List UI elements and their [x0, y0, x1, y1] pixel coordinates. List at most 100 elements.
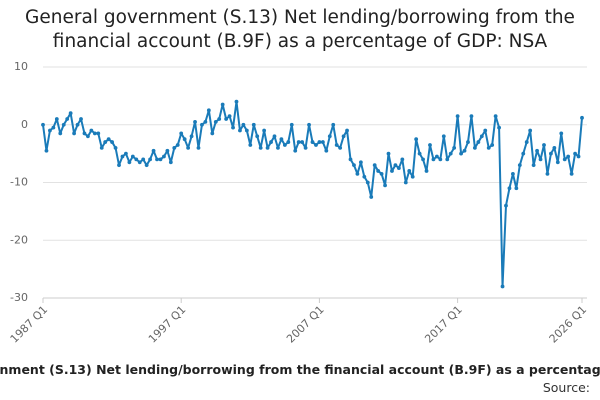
data-point — [168, 160, 173, 165]
data-point — [234, 99, 239, 104]
data-point — [203, 119, 208, 124]
data-point — [352, 163, 356, 168]
data-point — [462, 148, 467, 153]
data-point — [48, 128, 52, 133]
data-point — [89, 128, 94, 133]
data-point — [393, 163, 398, 168]
data-point — [210, 131, 215, 136]
data-point — [286, 140, 291, 144]
data-point — [576, 154, 581, 159]
data-point — [535, 148, 539, 153]
data-point — [193, 119, 197, 124]
data-point — [137, 160, 142, 165]
data-point — [155, 157, 159, 162]
data-point — [521, 151, 526, 156]
y-tick-label: 10 — [14, 60, 28, 73]
data-point — [231, 125, 235, 130]
data-point — [220, 102, 225, 107]
data-point — [103, 140, 108, 144]
data-point — [258, 145, 263, 150]
data-point — [542, 143, 546, 147]
data-point — [317, 140, 322, 144]
data-point — [455, 114, 460, 118]
data-point — [452, 145, 457, 150]
data-point — [472, 145, 477, 150]
data-point — [300, 140, 305, 144]
data-point — [362, 174, 367, 179]
x-tick-label: 2026 Q1 — [547, 303, 590, 346]
data-point — [175, 143, 180, 147]
data-point — [162, 154, 166, 159]
data-point — [383, 183, 387, 188]
data-point — [182, 137, 187, 142]
data-point — [414, 137, 419, 142]
data-point — [82, 131, 87, 136]
data-point — [65, 117, 70, 121]
data-point — [117, 163, 121, 168]
data-point — [151, 148, 156, 153]
data-point — [562, 157, 567, 162]
data-point — [282, 143, 287, 147]
data-point — [320, 140, 325, 144]
data-point — [403, 180, 408, 185]
data-point — [559, 131, 564, 136]
data-point — [92, 131, 97, 136]
data-point — [390, 169, 394, 173]
data-point — [255, 134, 260, 139]
data-point — [538, 157, 543, 162]
data-point — [524, 140, 529, 144]
data-point — [310, 140, 315, 144]
data-point — [61, 122, 66, 127]
data-point — [555, 160, 560, 165]
data-point — [217, 117, 222, 121]
data-point — [358, 160, 363, 165]
data-point — [476, 140, 481, 144]
data-point — [224, 117, 229, 121]
data-point — [227, 114, 232, 118]
data-point — [490, 143, 495, 147]
data-point — [431, 157, 436, 162]
data-point — [272, 134, 277, 139]
data-point — [355, 171, 360, 176]
data-point — [124, 151, 128, 156]
data-point — [424, 169, 429, 173]
data-point — [51, 125, 56, 130]
data-point — [497, 125, 501, 130]
data-point — [528, 128, 533, 133]
data-point — [307, 122, 311, 127]
data-point — [293, 148, 298, 153]
data-point — [120, 154, 125, 159]
data-point — [279, 137, 284, 142]
data-point — [75, 122, 80, 127]
legend-entry: General government (S.13) Net lending/bo… — [0, 362, 600, 377]
data-point — [303, 145, 308, 150]
data-point — [483, 128, 488, 133]
data-point — [262, 128, 267, 133]
y-tick-label: 0 — [21, 118, 28, 131]
data-point — [314, 143, 318, 147]
data-point — [400, 157, 405, 162]
data-point — [410, 174, 415, 179]
data-point — [573, 151, 577, 156]
data-point — [434, 154, 439, 159]
data-point — [196, 145, 201, 150]
data-point — [517, 163, 522, 168]
data-point — [54, 117, 59, 121]
data-point — [569, 171, 574, 176]
data-point — [549, 151, 553, 156]
data-point — [86, 134, 90, 139]
data-point — [341, 134, 346, 139]
data-point — [324, 148, 329, 153]
data-point — [469, 114, 474, 118]
data-point — [445, 157, 450, 162]
data-point — [206, 108, 211, 113]
data-point — [348, 157, 353, 162]
data-point — [213, 119, 218, 124]
data-point — [79, 117, 83, 121]
data-point — [441, 134, 446, 139]
y-tick-label: -30 — [10, 291, 28, 304]
data-point — [148, 157, 153, 162]
data-point — [99, 145, 104, 150]
